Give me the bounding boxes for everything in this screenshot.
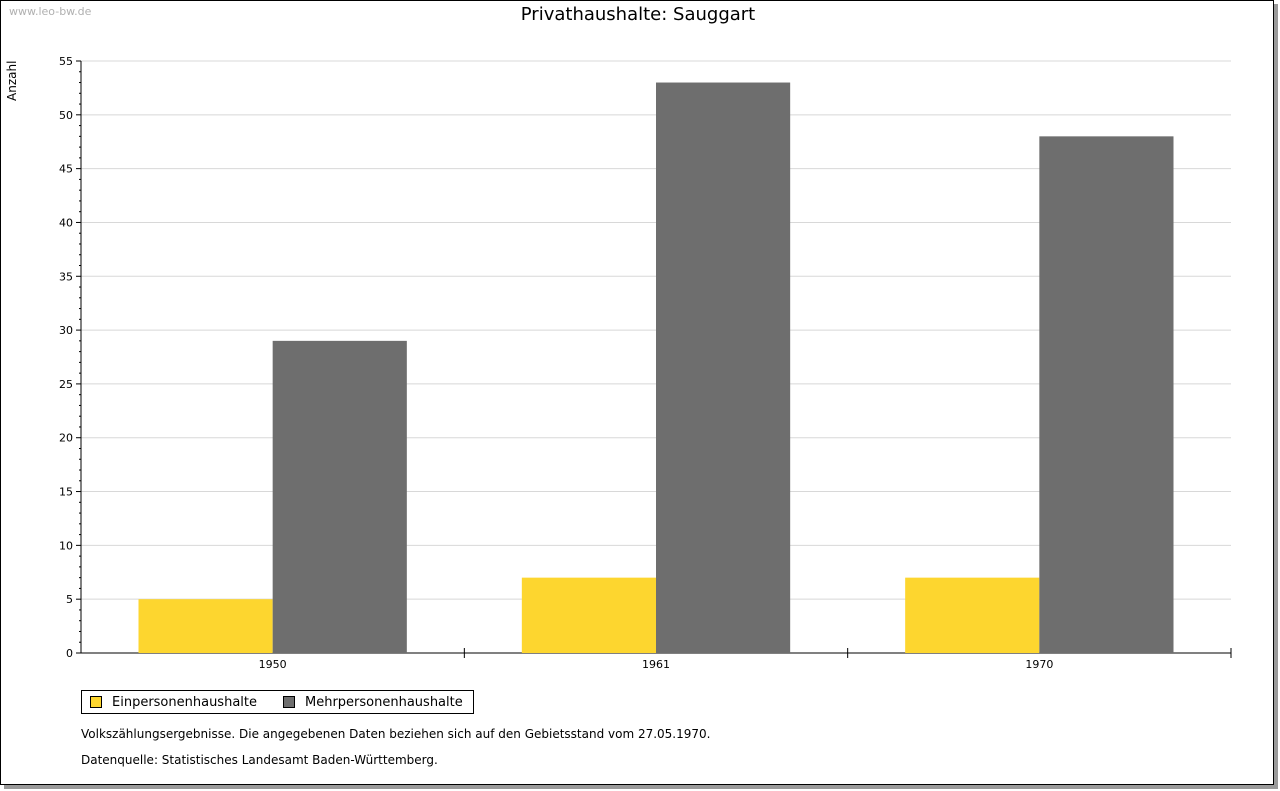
y-tick-label-45: 45	[59, 163, 73, 176]
legend-item-mehrpersonen: Mehrpersonenhaushalte	[283, 695, 463, 710]
y-tick-label-20: 20	[59, 432, 73, 445]
note-source: Datenquelle: Statistisches Landesamt Bad…	[81, 753, 438, 767]
y-tick-label-50: 50	[59, 109, 73, 122]
bar-mehrpersonenhaushalte-1970	[1039, 136, 1174, 653]
bar-mehrpersonenhaushalte-1961	[656, 82, 791, 653]
y-tick-label-35: 35	[59, 270, 73, 283]
legend-swatch-mehrpersonen	[283, 696, 295, 708]
x-tick-label-1961: 1961	[642, 658, 670, 671]
y-tick-label-55: 55	[59, 55, 73, 68]
bar-mehrpersonenhaushalte-1950	[272, 340, 407, 653]
y-tick-label-15: 15	[59, 486, 73, 499]
bar-einpersonenhaushalte-1950	[138, 599, 273, 653]
y-tick-label-25: 25	[59, 378, 73, 391]
bar-einpersonenhaushalte-1961	[521, 577, 656, 653]
legend-swatch-einpersonen	[90, 696, 102, 708]
watermark: www.leo-bw.de	[9, 5, 92, 18]
y-tick-label-40: 40	[59, 216, 73, 229]
legend-label-mehrpersonen: Mehrpersonenhaushalte	[305, 694, 463, 710]
x-tick-label-1950: 1950	[259, 658, 287, 671]
legend-label-einpersonen: Einpersonenhaushalte	[112, 694, 257, 710]
note-census: Volkszählungsergebnisse. Die angegebenen…	[81, 727, 711, 741]
y-tick-label-5: 5	[66, 593, 73, 606]
x-tick-label-1970: 1970	[1025, 658, 1053, 671]
bar-einpersonenhaushalte-1970	[905, 577, 1040, 653]
legend-item-einpersonen: Einpersonenhaushalte	[90, 695, 257, 710]
legend: Einpersonenhaushalte Mehrpersonenhaushal…	[81, 690, 474, 714]
y-tick-label-0: 0	[66, 647, 73, 660]
chart-title: Privathaushalte: Sauggart	[520, 4, 756, 25]
y-tick-label-10: 10	[59, 539, 73, 552]
y-tick-label-30: 30	[59, 324, 73, 337]
